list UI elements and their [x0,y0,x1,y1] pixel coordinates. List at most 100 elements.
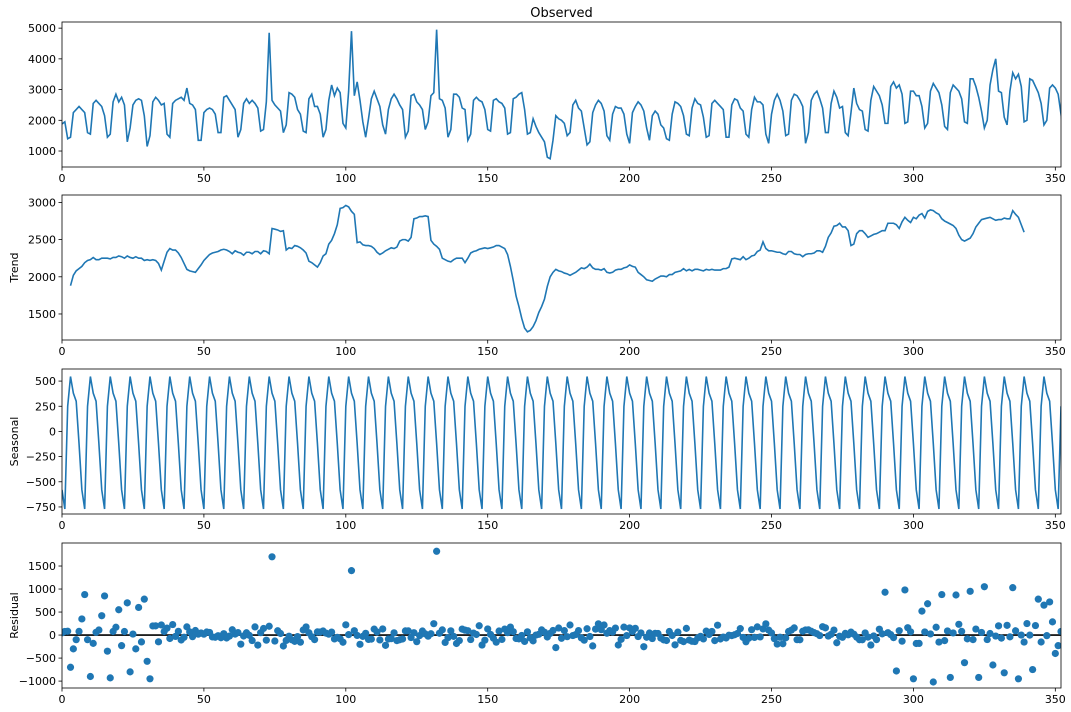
x-tick-label: 200 [619,519,640,532]
plot-area [69,204,1025,333]
residual-point [748,626,756,634]
x-tick-label: 100 [335,519,356,532]
residual-point [960,659,969,667]
trend-panel: 0 50 100 150 200 250 300 350 1500 2000 2500 3000 Tre… [8,194,1066,358]
residual-point [447,627,455,635]
x-tick-label: 150 [477,519,498,532]
residual-point [756,633,764,641]
residual-point [100,592,109,600]
residual-point [952,591,960,599]
residual-point [980,583,988,591]
observed-panel: 0 50 100 150 200 250 300 350 1000 2000 3000 4000 500… [28,6,1066,185]
residual-point [356,640,364,648]
residual-point [523,628,532,636]
residual-point [983,635,991,644]
residual-point [302,623,310,631]
residual-point [949,629,957,637]
residual-point [1054,642,1061,650]
residual-point [617,635,625,643]
residual-point [591,625,600,633]
residual-point [864,633,872,641]
residual-point [180,633,188,641]
residual-point [668,631,676,640]
residual-point [254,641,262,649]
y-tick-label: 2000 [28,271,56,284]
residual-point [623,631,631,640]
residual-point [166,634,174,643]
x-tick-label: 300 [903,172,924,185]
residual-point [750,633,759,641]
x-tick-label: 100 [335,172,356,185]
residual-point [770,635,778,643]
residual-point [762,620,770,628]
residual-point [495,627,503,635]
x-tick-label: 100 [335,693,356,706]
y-tick-label: −500 [26,476,56,489]
series-line [62,29,1061,160]
residual-point [1026,631,1034,639]
y-tick-label: 3000 [28,196,56,209]
seasonal-panel: 0 50 100 150 200 250 300 350 −750 −500 −250 0 250 500… [8,368,1066,532]
residual-point [146,675,154,683]
residual-point [339,638,347,646]
residual-point [924,600,932,608]
y-tick-label: 4000 [28,53,56,66]
residual-point [279,642,287,650]
x-tick-label: 250 [761,345,782,358]
residual-point [455,636,463,645]
residual-point [563,633,571,641]
x-tick-label: 250 [761,693,782,706]
residual-point [679,638,688,646]
residual-point [293,632,302,641]
x-tick-label: 100 [335,345,356,358]
residual-panel: 0 50 100 150 200 250 300 350 −1000 −500 0 500 1000 15… [8,542,1066,706]
residual-point [816,631,824,640]
residual-point [549,626,557,635]
residual-point [123,599,131,607]
residual-point [143,657,151,665]
residual-point [328,628,336,636]
y-tick-label: −250 [26,451,56,464]
residual-point [594,620,602,628]
residual-point [708,627,716,636]
residual-point [872,636,881,644]
residual-point [1009,584,1017,592]
residual-point [821,624,830,632]
residual-point [955,620,963,628]
residual-point [767,629,776,637]
residual-point [583,625,591,633]
residual-point [137,638,146,646]
residual-point [188,633,197,641]
residual-point [276,629,285,638]
x-tick-label: 200 [619,345,640,358]
x-tick-label: 300 [903,519,924,532]
residual-point [271,637,279,645]
residual-point [1020,638,1028,646]
residual-point [790,624,798,632]
residual-point [262,636,270,644]
residual-point [251,623,259,631]
residual-point [898,637,906,645]
residual-point [711,636,719,645]
residual-point [614,641,622,649]
x-tick-label: 50 [197,693,211,706]
residual-point [154,638,163,646]
series-line [62,376,1061,510]
residual-point [1048,618,1057,626]
residual-point [64,627,72,635]
residual-point [640,643,648,651]
residual-point [310,636,319,644]
residual-point [83,636,92,644]
residual-point [503,628,512,637]
residual-point [467,635,475,644]
y-tick-label: 0 [49,629,56,642]
residual-point [620,623,628,631]
residual-point [671,641,679,649]
residual-point [932,623,940,631]
residual-point [509,628,517,636]
residual-point [237,640,245,648]
residual-point [1031,621,1040,630]
residual-point [430,620,438,628]
residual-point [427,630,435,638]
